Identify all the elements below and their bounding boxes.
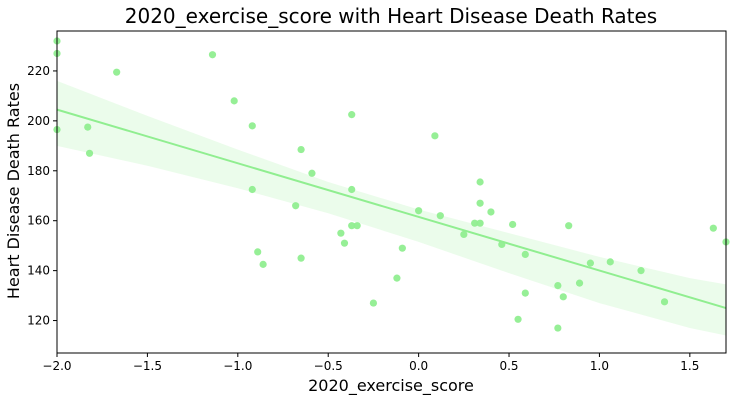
y-tick-label: 220: [27, 64, 50, 78]
data-point: [637, 267, 645, 275]
data-point: [348, 185, 356, 194]
data-point: [340, 239, 349, 247]
data-point: [521, 289, 529, 297]
data-point: [487, 208, 495, 216]
regression-line-layer: [56, 108, 727, 310]
data-point: [348, 111, 356, 119]
x-tick-label: −1.0: [223, 359, 252, 373]
data-point: [259, 260, 267, 268]
y-tick-label: 160: [27, 214, 50, 228]
data-point: [660, 298, 669, 306]
data-point: [297, 254, 305, 262]
data-point: [398, 244, 406, 252]
x-tick-label: 0.0: [409, 359, 428, 373]
data-point: [476, 178, 484, 186]
data-point: [559, 293, 567, 301]
x-tick-label: −1.5: [133, 359, 162, 373]
data-point: [292, 202, 300, 210]
x-axis-ticks: −2.0 −1.5 −1.0 −0.5 0.0 0.5 1.0 1.5: [42, 353, 699, 373]
data-point: [353, 222, 361, 230]
data-point: [471, 219, 479, 227]
data-point: [308, 169, 316, 177]
data-point: [521, 250, 529, 259]
data-point: [348, 222, 356, 230]
data-point: [297, 145, 305, 154]
data-point: [415, 207, 423, 215]
data-point: [575, 279, 584, 287]
data-point: [208, 51, 217, 59]
data-point: [337, 229, 345, 237]
data-point: [709, 224, 717, 232]
x-axis-label: 2020_exercise_score: [308, 376, 474, 396]
data-point: [606, 258, 614, 266]
y-tick-label: 180: [27, 164, 50, 178]
x-tick-label: −2.0: [42, 359, 71, 373]
x-tick-label: −0.5: [314, 359, 343, 373]
data-point: [476, 199, 484, 207]
data-point: [460, 230, 468, 239]
data-point: [565, 222, 573, 230]
y-tick-label: 120: [27, 314, 50, 328]
data-point: [514, 315, 522, 323]
data-point: [431, 132, 439, 140]
data-point: [476, 219, 484, 227]
data-point: [554, 324, 562, 332]
data-point: [554, 282, 562, 290]
data-point: [84, 123, 92, 131]
data-point: [393, 274, 401, 282]
y-tick-label: 200: [27, 114, 50, 128]
y-axis-label: Heart Disease Death Rates: [4, 83, 23, 299]
data-point: [369, 299, 378, 307]
data-point: [85, 149, 94, 157]
regression-line: [56, 108, 727, 310]
x-tick-label: 1.5: [680, 359, 699, 373]
data-point: [436, 212, 444, 220]
data-point: [230, 97, 238, 105]
data-point: [498, 240, 506, 249]
x-tick-label: 0.5: [499, 359, 518, 373]
y-axis-ticks: 120 140 160 180 200 220: [27, 64, 57, 328]
data-point: [509, 220, 517, 229]
data-point: [254, 248, 262, 256]
y-tick-label: 140: [27, 264, 50, 278]
data-point: [586, 259, 594, 267]
data-point: [248, 185, 256, 194]
x-tick-label: 1.0: [590, 359, 609, 373]
data-point: [113, 68, 121, 76]
plot-area-frame: [56, 30, 727, 354]
chart-title: 2020_exercise_score with Heart Disease D…: [125, 4, 657, 28]
data-point: [248, 122, 256, 130]
